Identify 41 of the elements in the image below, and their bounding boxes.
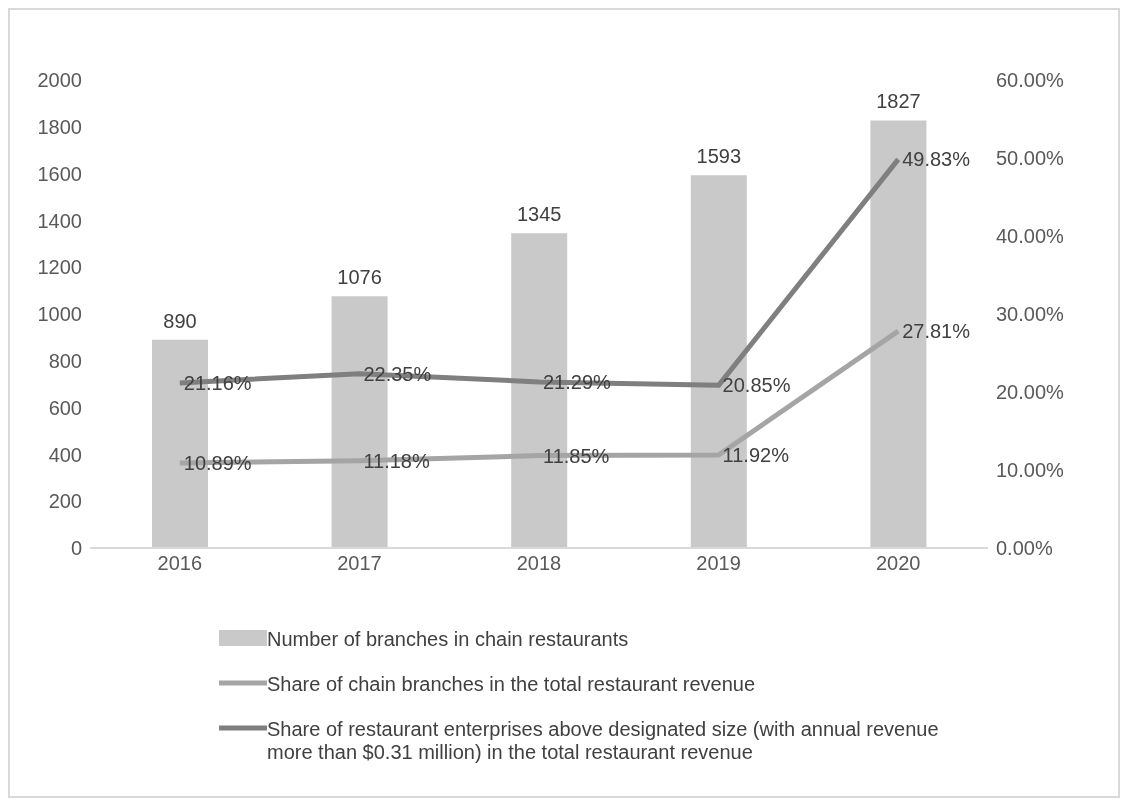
data-label: 1345 [516,203,562,226]
data-label: 49.83% [902,148,971,171]
data-label: 11.85% [543,444,610,467]
data-label: 21.16% [183,371,252,394]
y2-tick-label: 0.00% [996,537,1053,560]
data-label: 1076 [337,266,382,289]
y2-tick-label: 30.00% [996,303,1065,326]
y-tick-label: 2000 [37,69,82,92]
y-tick-label: 1200 [37,256,82,279]
x-tick-label: 2020 [875,552,921,575]
legend-label: Share of restaurant enterprises above designated size (with annual revenue more than $0.31 million) in the total restaurant revenue [267,718,940,764]
data-label: 20.85% [722,374,791,397]
x-tick-label: 2019 [696,552,741,575]
data-label: 1827 [876,90,921,113]
y-tick-label: 600 [48,396,82,419]
y2-tick-label: 10.00% [996,459,1065,482]
y-tick-label: 200 [48,490,82,513]
y-tick-label: 400 [48,443,82,466]
data-label: 11.92% [722,444,790,467]
data-label: 890 [163,309,197,332]
y2-tick-label: 50.00% [996,147,1065,170]
data-label: 21.29% [543,370,612,393]
y2-tick-label: 20.00% [996,381,1065,404]
y-tick-label: 1400 [37,209,82,232]
x-tick-label: 2017 [337,552,382,575]
y-tick-label: 1600 [37,162,82,185]
legend-label: Share of chain branches in the total restaurant revenue [267,673,756,696]
y-tick-label: 0 [70,537,82,560]
x-tick-label: 2016 [157,552,203,575]
data-label: 11.18% [363,449,430,472]
y2-tick-label: 60.00% [996,69,1065,92]
data-label: 22.35% [363,362,432,385]
y-tick-label: 1000 [37,303,82,326]
data-label: 10.89% [183,452,252,475]
legend-label: Number of branches in chain restaurants [267,628,629,651]
y-tick-label: 800 [48,349,82,372]
y-tick-label: 1800 [37,115,82,138]
data-label: 27.81% [902,320,971,343]
x-tick-label: 2018 [516,552,562,575]
data-label: 1593 [696,145,742,168]
y2-tick-label: 40.00% [996,225,1065,248]
